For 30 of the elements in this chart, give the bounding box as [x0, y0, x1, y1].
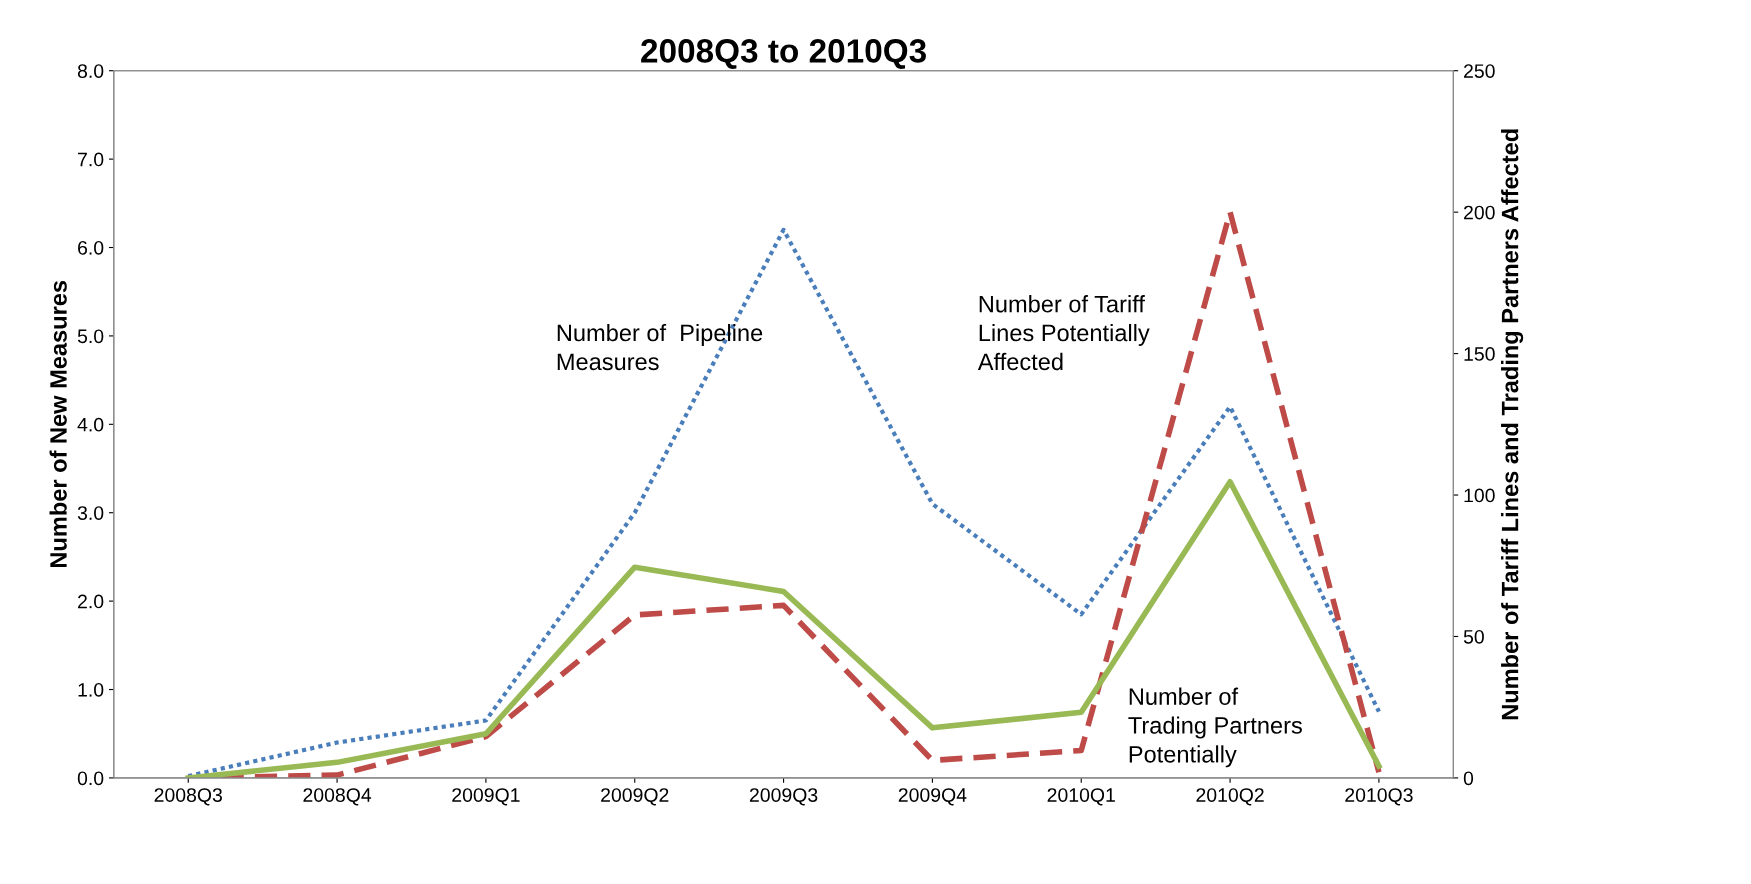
y-tick-label: 4.0	[77, 417, 104, 432]
y-tick-label: 6.0	[78, 240, 104, 255]
y2-tick-label: 250	[1464, 64, 1495, 78]
x-tick-label: 2010Q3	[1345, 788, 1413, 806]
series-label: Number of Tariff Lines Potentially Affected	[977, 295, 1150, 371]
y-tick-label: 0.0	[77, 771, 104, 786]
x-tick-label: 2008Q3	[154, 788, 222, 806]
x-tick-label: 2009Q4	[898, 788, 967, 806]
y2-axis-title: Number of Tariff Lines and Trading Partners Affected	[1501, 129, 1524, 720]
y2-tick-label: 0	[1463, 771, 1474, 786]
y-tick-label: 3.0	[77, 506, 104, 520]
y2-tick-label: 150	[1464, 347, 1495, 361]
y-tick-label: 2.0	[78, 594, 104, 609]
x-tick-label: 2009Q3	[749, 788, 818, 806]
y-tick-label: 5.0	[77, 329, 104, 344]
chart-title: 2008Q3 to 2010Q3	[641, 39, 926, 69]
y-tick-label: 1.0	[78, 682, 104, 697]
x-tick-label: 2009Q1	[452, 788, 520, 806]
x-tick-label: 2008Q4	[303, 788, 372, 806]
x-tick-label: 2009Q2	[601, 788, 669, 806]
y-axis-title: Number of New Measures	[49, 280, 67, 568]
y2-tick-label: 200	[1464, 205, 1495, 220]
x-tick-label: 2010Q2	[1196, 788, 1264, 806]
series-label: Number of Pipeline Measures	[557, 323, 763, 371]
y2-tick-label: 100	[1464, 488, 1495, 503]
x-tick-label: 2010Q1	[1047, 788, 1115, 806]
y-tick-label: 8.0	[77, 64, 104, 78]
y2-tick-label: 50	[1463, 629, 1484, 644]
series-label: Number of Trading Partners Potentially	[1128, 687, 1302, 768]
y-tick-label: 7.0	[78, 152, 104, 167]
